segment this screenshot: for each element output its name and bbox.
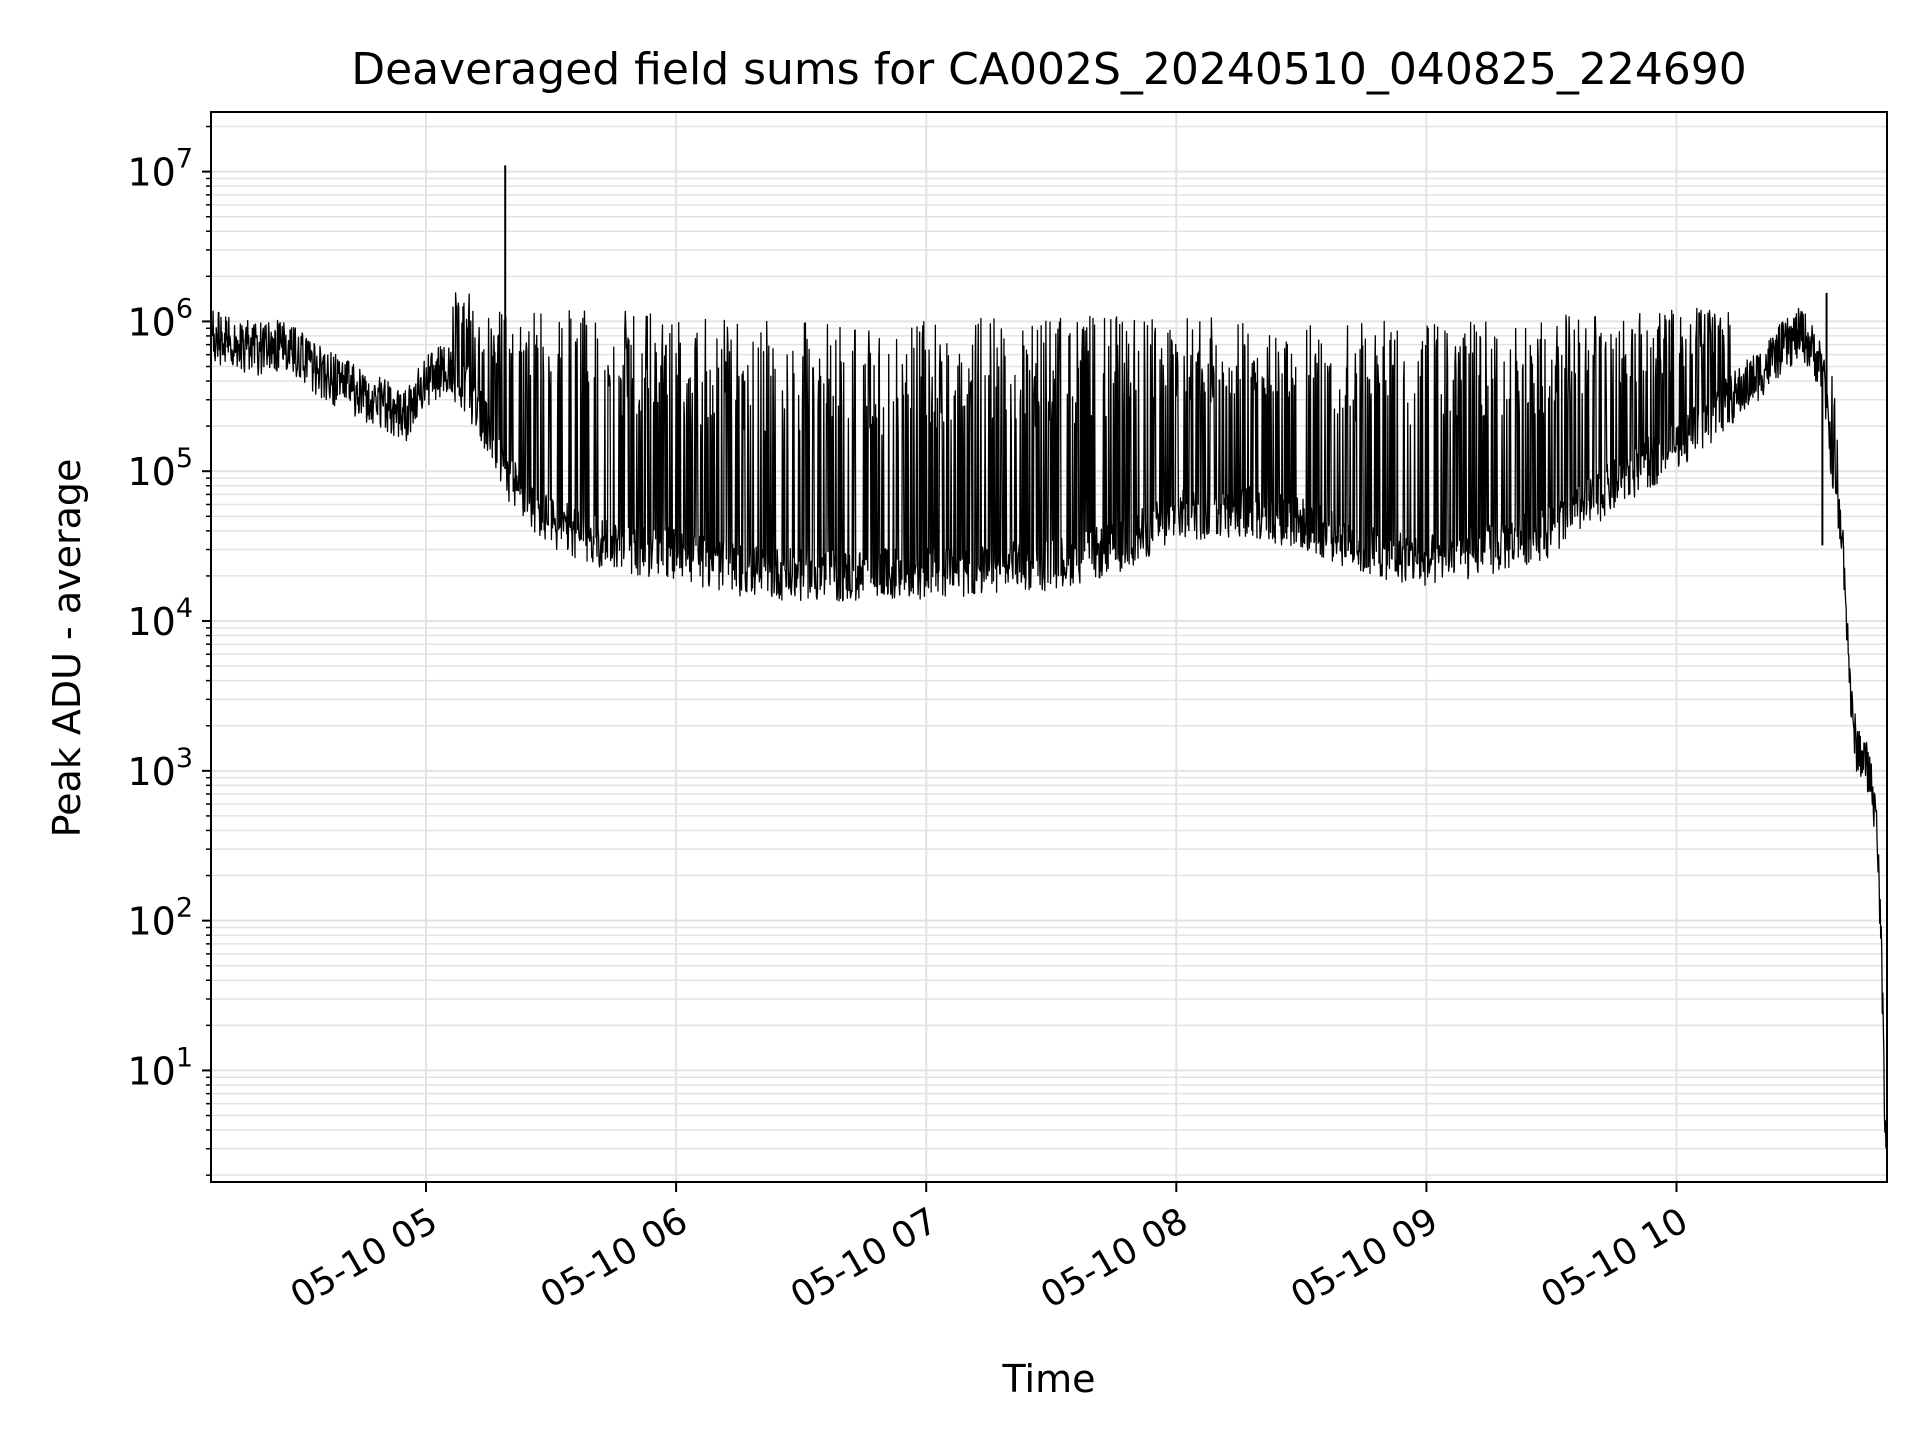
y-tick-label: 103 <box>127 743 193 794</box>
y-tick-label: 101 <box>127 1042 193 1093</box>
series-line-layer <box>210 165 1888 1149</box>
x-axis-label: Time <box>1002 1357 1096 1401</box>
y-tick-label: 102 <box>127 893 193 944</box>
plot-frame <box>210 111 1888 1183</box>
y-tick-label: 104 <box>127 593 193 644</box>
chart-title: Deaveraged field sums for CA002S_2024051… <box>351 44 1747 95</box>
y-axis: 101 102 103 104 105 106 107 <box>127 125 211 1176</box>
y-tick-label: 105 <box>127 443 193 494</box>
y-tick-label: 107 <box>127 144 193 195</box>
y-axis-label: Peak ADU - average <box>45 459 89 838</box>
y-tick-label: 106 <box>127 293 193 344</box>
series-line <box>210 292 1888 1149</box>
